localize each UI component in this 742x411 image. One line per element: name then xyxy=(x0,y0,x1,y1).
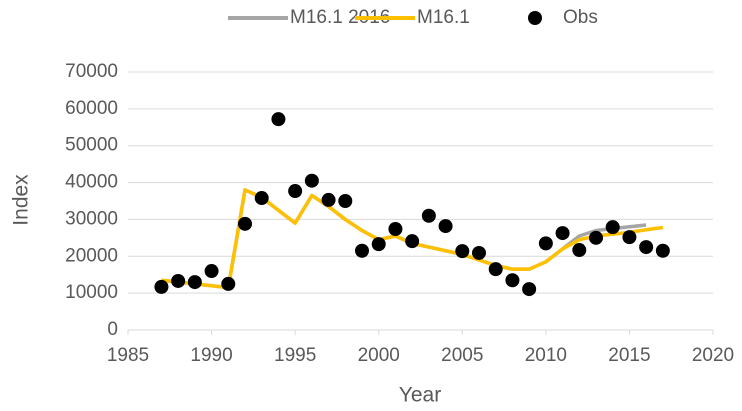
x-tick-label: 2015 xyxy=(608,345,650,366)
obs-point xyxy=(605,220,620,235)
y-tick-label: 60000 xyxy=(65,98,118,119)
legend-label: M16.1 xyxy=(417,7,470,28)
y-tick-label: 30000 xyxy=(65,208,118,229)
x-axis-title: Year xyxy=(399,384,441,407)
obs-point xyxy=(472,245,486,260)
x-tick-label: 2010 xyxy=(525,345,567,366)
obs-point xyxy=(589,230,603,245)
obs-point xyxy=(154,279,169,294)
obs-point xyxy=(438,219,453,234)
obs-point xyxy=(221,276,236,291)
obs-point xyxy=(355,243,369,258)
x-tick-label: 1985 xyxy=(107,345,149,366)
obs-point xyxy=(288,184,303,199)
obs-point xyxy=(405,234,420,249)
obs-point xyxy=(187,275,202,290)
obs-point xyxy=(655,243,670,258)
y-tick-label: 20000 xyxy=(65,245,118,266)
obs-point xyxy=(572,243,587,258)
obs-point xyxy=(505,273,520,288)
obs-point xyxy=(639,240,654,255)
obs-point xyxy=(455,244,470,259)
x-tick-label: 2005 xyxy=(441,345,483,366)
obs-point xyxy=(254,191,269,206)
legend-marker xyxy=(528,11,542,25)
obs-point xyxy=(488,262,503,277)
obs-point xyxy=(522,282,537,297)
y-axis-title: Index xyxy=(10,174,33,226)
obs-point xyxy=(204,264,219,279)
obs-point xyxy=(538,236,553,251)
x-tick-label: 2020 xyxy=(692,345,734,366)
legend-label: Obs xyxy=(563,7,598,28)
legend-label: M16.1 2016 xyxy=(290,7,390,28)
y-tick-label: 10000 xyxy=(65,282,118,303)
obs-point xyxy=(238,216,252,231)
y-tick-label: 70000 xyxy=(65,61,118,82)
y-tick-label: 50000 xyxy=(65,135,118,156)
obs-point xyxy=(622,230,637,245)
obs-point xyxy=(421,208,436,223)
x-tick-label: 1995 xyxy=(274,345,316,366)
obs-point xyxy=(304,173,319,188)
y-tick-label: 40000 xyxy=(65,172,118,193)
x-tick-label: 2000 xyxy=(358,345,400,366)
obs-point xyxy=(321,192,336,207)
x-tick-label: 1990 xyxy=(190,345,232,366)
obs-point xyxy=(388,222,403,237)
obs-point xyxy=(171,273,186,288)
obs-point xyxy=(338,194,353,208)
obs-point xyxy=(271,112,286,127)
obs-point xyxy=(555,226,570,241)
y-tick-label: 0 xyxy=(107,319,118,340)
obs-point xyxy=(371,237,386,252)
